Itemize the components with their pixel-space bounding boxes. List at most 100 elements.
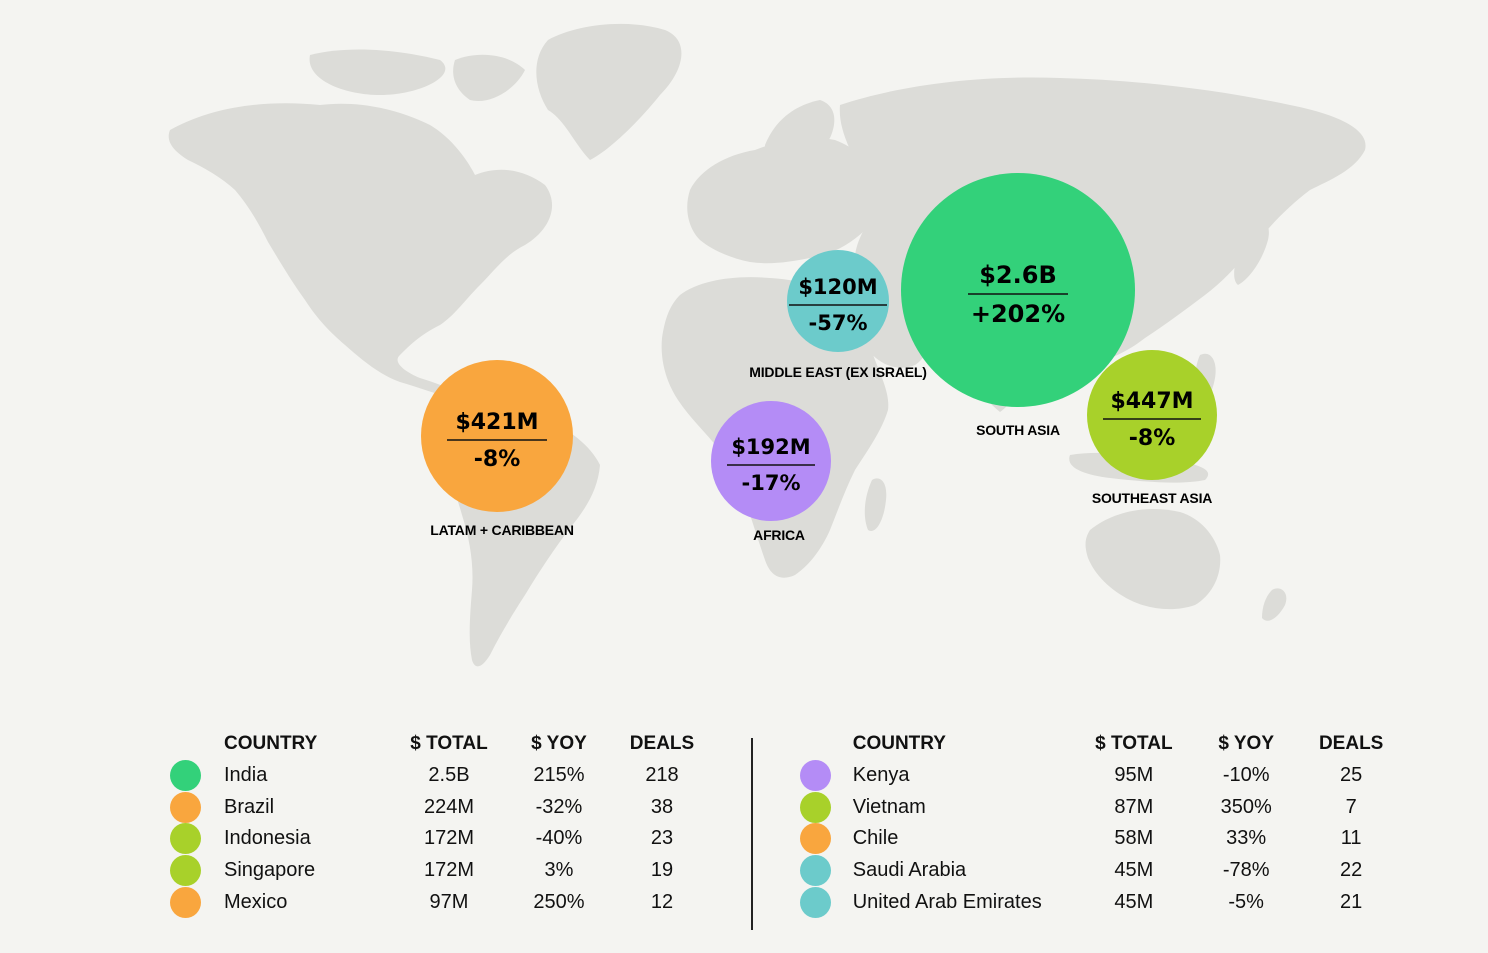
bubble-total: $192M: [731, 435, 810, 459]
cell-yoy: 215%: [533, 764, 585, 787]
cell-yoy: -78%: [1222, 859, 1270, 882]
continents: [168, 23, 1366, 667]
legend-dot: [170, 823, 201, 855]
region-label: SOUTH ASIA: [976, 422, 1060, 438]
europe-shape: [687, 138, 882, 264]
bubble-southeast-asia: $447M -8% SOUTHEAST ASIA: [1087, 350, 1217, 506]
cell-country: Indonesia: [224, 827, 311, 850]
bubble-circle: [711, 401, 831, 521]
cell-total: 2.5B: [428, 764, 470, 787]
table-row: India 2.5B 215% 218: [170, 760, 710, 792]
country-table-right: COUNTRY $ TOTAL $ YOY DEALS Kenya 95M -10%…: [800, 728, 1400, 918]
cell-yoy: 350%: [1220, 795, 1272, 818]
header-country: COUNTRY: [224, 733, 318, 754]
bubble-circle: [1087, 350, 1217, 480]
cell-deals: 22: [1340, 859, 1363, 882]
bubble-circle: [421, 360, 573, 512]
cell-deals: 12: [650, 890, 674, 913]
legend-dot-cell: [800, 791, 853, 823]
cell-deals: 19: [650, 859, 674, 882]
cell-country: Singapore: [224, 859, 316, 882]
table-row: Singapore 172M 3% 19: [170, 855, 710, 887]
legend-dot: [800, 823, 831, 855]
table-row: Vietnam 87M 350% 7: [800, 791, 1400, 824]
legend-dot-cell: [800, 760, 853, 792]
region-bubbles: $2.6B +202% SOUTH ASIA $120M -57% MIDDLE EAST…: [421, 173, 1217, 543]
cell-yoy: -40%: [535, 827, 583, 850]
cell-country: Mexico: [224, 890, 288, 913]
bubble-yoy: -8%: [1129, 426, 1175, 451]
cell-total: 97M: [429, 890, 469, 913]
country-table-left: COUNTRY $ TOTAL $ YOY DEALS India 2.5B 215…: [170, 728, 710, 918]
bubble-south-asia: $2.6B +202% SOUTH ASIA: [901, 173, 1135, 438]
cell-yoy: 33%: [1226, 827, 1267, 850]
cell-deals: 23: [650, 827, 674, 850]
cell-total: 172M: [423, 859, 475, 882]
madagascar-shape: [864, 478, 887, 531]
legend-dot-cell: [170, 823, 224, 855]
japan-shape: [1234, 217, 1269, 285]
header-total: $ TOTAL: [1095, 733, 1173, 754]
table-row: United Arab Emirates 45M -5% 21: [800, 886, 1400, 918]
bubble-yoy: -17%: [742, 471, 801, 495]
cell-country: United Arab Emirates: [852, 890, 1042, 913]
legend-dot-cell: [170, 791, 224, 823]
legend-dot: [800, 886, 831, 918]
legend-dot: [800, 791, 831, 823]
north-america-shape: [168, 103, 553, 402]
legend-dot: [170, 760, 201, 792]
region-label: SOUTHEAST ASIA: [1092, 490, 1212, 506]
bubble-yoy: -8%: [474, 447, 520, 472]
cell-total: 95M: [1114, 764, 1154, 787]
header-country: COUNTRY: [852, 733, 946, 754]
legend-dot: [800, 760, 831, 792]
cell-total: 45M: [1114, 890, 1154, 913]
cell-country: India: [224, 764, 268, 787]
table-header: COUNTRY $ TOTAL $ YOY DEALS: [170, 728, 710, 760]
legend-dot: [170, 791, 201, 823]
cell-total: 224M: [423, 795, 475, 818]
cell-yoy: -10%: [1222, 764, 1270, 787]
legend-dot-cell: [800, 855, 853, 887]
bubble-africa: $192M -17% AFRICA: [711, 401, 831, 543]
cell-country: Kenya: [852, 764, 910, 787]
arctic-islands-shape-2: [453, 54, 525, 101]
header-total: $ TOTAL: [410, 733, 488, 754]
bubble-middle-east: $120M -57% MIDDLE EAST (EX ISRAEL): [749, 250, 927, 380]
header-deals: DEALS: [629, 733, 695, 754]
cell-total: 45M: [1114, 859, 1154, 882]
bubble-total: $421M: [455, 410, 538, 435]
australia-shape: [1085, 509, 1221, 610]
cell-deals: 7: [1345, 795, 1357, 818]
cell-yoy: -5%: [1228, 890, 1264, 913]
cell-deals: 11: [1340, 827, 1362, 850]
bubble-total: $2.6B: [979, 261, 1057, 289]
cell-deals: 38: [650, 795, 674, 818]
legend-dot: [800, 855, 831, 887]
cell-yoy: 3%: [544, 859, 574, 882]
cell-yoy: 250%: [533, 890, 585, 913]
header-yoy: $ YOY: [531, 733, 587, 754]
legend-dot-cell: [800, 823, 853, 855]
table-row: Mexico 97M 250% 12: [170, 886, 710, 918]
bubble-circle: [787, 250, 889, 352]
header-yoy: $ YOY: [1218, 733, 1274, 754]
cell-country: Brazil: [224, 795, 275, 818]
header-deals: DEALS: [1318, 733, 1384, 754]
table-row: Brazil 224M -32% 38: [170, 791, 710, 824]
legend-dot: [170, 855, 201, 887]
bubble-latam: $421M -8% LATAM + CARIBBEAN: [421, 360, 574, 538]
cell-country: Vietnam: [852, 795, 926, 818]
region-label: MIDDLE EAST (EX ISRAEL): [749, 364, 926, 380]
bubble-yoy: -57%: [809, 311, 868, 335]
new-zealand-shape: [1262, 588, 1287, 621]
cell-total: 58M: [1114, 827, 1154, 850]
legend-dot-cell: [170, 886, 224, 918]
scandinavia-shape: [765, 100, 835, 160]
bubble-yoy: +202%: [971, 300, 1065, 328]
table-row: Chile 58M 33% 11: [800, 823, 1400, 855]
bubble-circle: [901, 173, 1135, 407]
legend-dot-cell: [800, 886, 853, 918]
table-row: Saudi Arabia 45M -78% 22: [800, 855, 1400, 887]
cell-deals: 25: [1340, 764, 1363, 787]
